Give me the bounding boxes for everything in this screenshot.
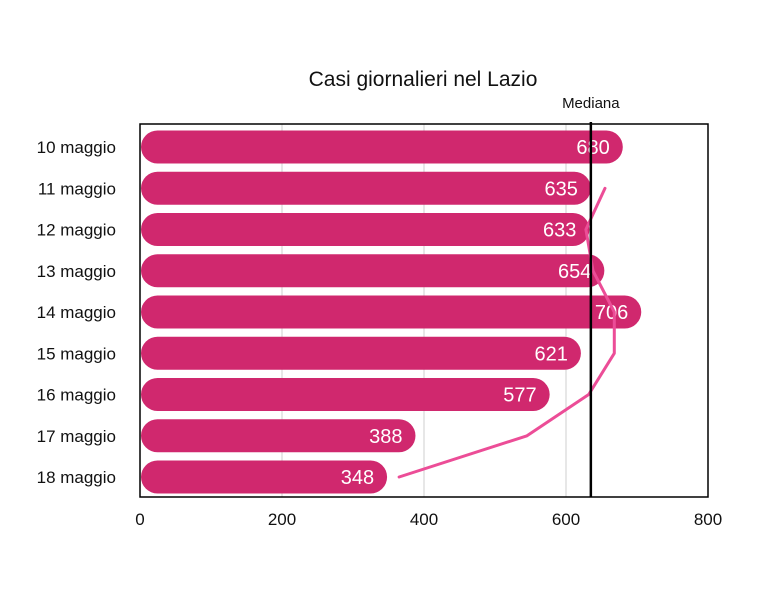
x-tick-label: 800 (694, 510, 722, 529)
x-axis-ticks: 0 200 400 600 800 (135, 510, 722, 529)
category-label: 10 maggio (37, 138, 116, 157)
bar-value-label: 633 (543, 220, 576, 242)
bar (141, 460, 388, 494)
x-tick-label: 200 (268, 510, 296, 529)
bar-value-label: 635 (544, 178, 577, 200)
bar-value-label: 348 (341, 467, 374, 489)
bar (141, 378, 550, 411)
category-labels: 10 maggio 11 maggio 12 maggio 13 maggio 14 m… (37, 138, 116, 487)
bar-value-label: 654 (558, 261, 591, 283)
bar (141, 213, 590, 246)
bar-value-label: 680 (576, 137, 609, 159)
category-label: 13 maggio (37, 262, 116, 281)
bars (141, 130, 642, 494)
median-group: Mediana (562, 95, 620, 497)
bar-value-label: 577 (503, 385, 536, 407)
bar (141, 254, 605, 288)
x-tick-label: 600 (552, 510, 580, 529)
category-label: 18 maggio (37, 468, 116, 487)
bar (141, 295, 642, 329)
bar (141, 171, 591, 205)
chart-title: Casi giornalieri nel Lazio (309, 68, 538, 91)
category-label: 12 maggio (37, 221, 116, 240)
category-label: 14 maggio (37, 303, 116, 322)
x-tick-label: 0 (135, 510, 144, 529)
category-label: 16 maggio (37, 386, 116, 405)
category-label: 17 maggio (37, 427, 116, 446)
category-label: 11 maggio (38, 179, 116, 198)
median-label: Mediana (562, 95, 620, 112)
bar (141, 130, 623, 164)
category-label: 15 maggio (37, 344, 116, 363)
bar-value-label: 706 (595, 302, 628, 324)
trend-line-group (397, 186, 616, 479)
bar-value-label: 388 (369, 426, 402, 448)
plot-frame (139, 123, 709, 498)
x-tick-label: 400 (410, 510, 438, 529)
trend-line (397, 186, 616, 479)
bar (141, 336, 581, 370)
bar-value-label: 621 (535, 343, 568, 365)
bar (141, 419, 416, 453)
